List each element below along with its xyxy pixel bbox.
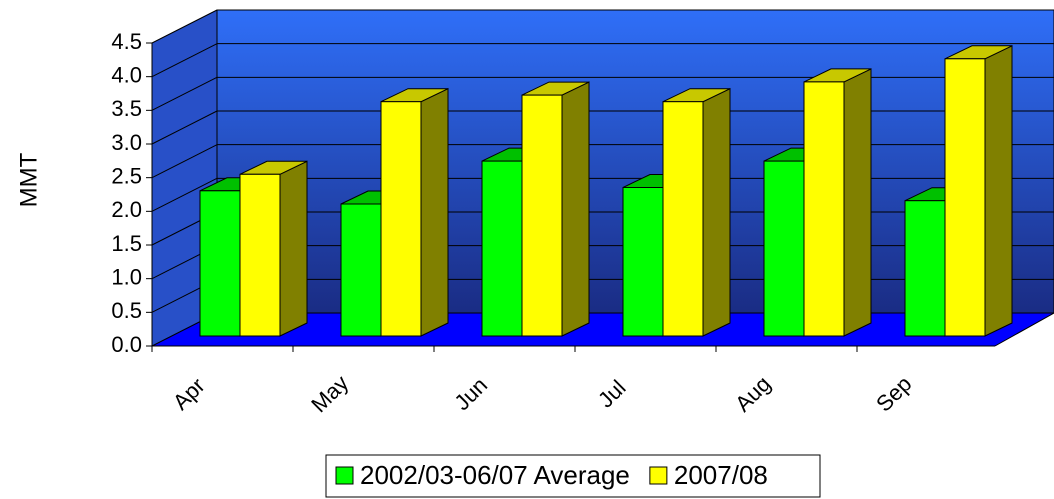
bar-front: [803, 81, 845, 337]
bar: [662, 87, 731, 337]
y-tick-label: 0.5: [111, 298, 142, 323]
grid-line: [151, 110, 218, 145]
y-axis-title: MMT: [15, 152, 42, 207]
bar: [944, 45, 1013, 337]
grid-line: [151, 9, 218, 44]
y-tick-label: 1.0: [111, 264, 142, 289]
legend-items: 2002/03-06/07 Average 2007/08: [335, 460, 768, 490]
bar: [380, 87, 449, 337]
legend-label: 2002/03-06/07 Average: [360, 460, 630, 490]
x-axis-depth: [994, 312, 1054, 347]
y-tick-label: 1.5: [111, 231, 142, 256]
bar-side: [279, 160, 308, 337]
y-tick-label: 4.0: [111, 62, 142, 87]
x-tick-label: Sep: [871, 371, 916, 416]
bar-front: [340, 203, 382, 337]
bar-side: [702, 87, 731, 337]
y-tick-label: 3.5: [111, 96, 142, 121]
y-tick-label: 4.5: [111, 29, 142, 54]
bar-front: [521, 94, 563, 337]
legend-swatch: [649, 466, 668, 485]
bar-side: [561, 81, 590, 337]
bar: [803, 68, 872, 337]
bar: [239, 160, 308, 337]
bar-front: [199, 190, 241, 337]
y-tick-label: 3.0: [111, 130, 142, 155]
grid-line: [151, 144, 218, 179]
legend: [325, 454, 821, 498]
bar: [521, 81, 590, 337]
bar-front: [763, 160, 805, 337]
x-tick-label: May: [306, 370, 353, 417]
y-tick-label: 2.0: [111, 197, 142, 222]
x-tick-label: Apr: [168, 373, 210, 415]
bar-front: [662, 101, 704, 337]
grid-line: [151, 177, 218, 212]
bar-side: [420, 87, 449, 337]
bar-front: [380, 101, 422, 337]
bar-side: [843, 68, 872, 337]
bars: [199, 45, 1013, 337]
y-tick-label: 0.0: [111, 332, 142, 357]
bar-side: [984, 45, 1013, 337]
bar-front: [239, 173, 281, 337]
y-tick-label: 2.5: [111, 163, 142, 188]
grid-line: [151, 76, 218, 111]
x-tick-label: Jul: [593, 375, 631, 413]
bar-front: [481, 160, 523, 337]
x-tick-label: Aug: [730, 371, 775, 416]
legend-label: 2007/08: [674, 460, 768, 490]
bar-front: [622, 187, 664, 337]
bar-front: [904, 200, 946, 337]
grid-line: [151, 43, 218, 78]
legend-swatch: [335, 466, 354, 485]
bar-front: [944, 58, 986, 337]
x-tick-label: Jun: [449, 372, 492, 415]
